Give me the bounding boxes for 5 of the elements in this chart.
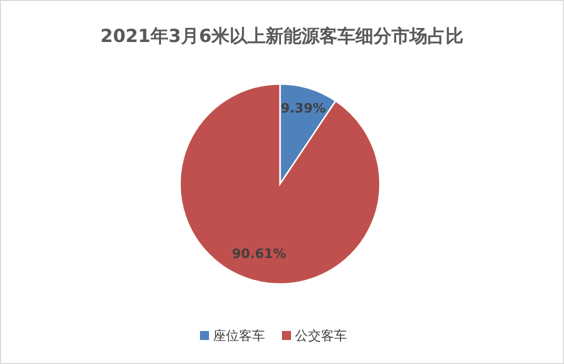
- legend-label: 公交客车: [295, 328, 347, 344]
- data-label: 90.61%: [232, 246, 286, 262]
- chart-title: 2021年3月6米以上新能源客车细分市场占比: [100, 26, 464, 47]
- data-label: 9.39%: [280, 101, 326, 116]
- legend-label: 座位客车: [213, 328, 265, 344]
